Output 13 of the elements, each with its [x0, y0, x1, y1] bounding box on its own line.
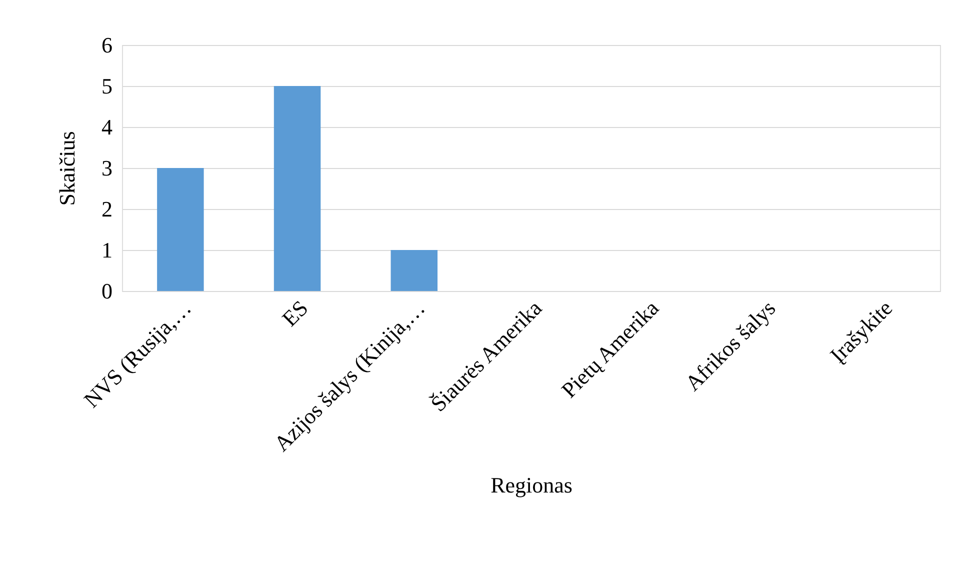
y-tick-label: 1 [102, 238, 112, 262]
bar [274, 86, 321, 291]
bar [157, 168, 204, 291]
y-tick-label: 4 [102, 114, 112, 140]
x-tick-label: ES [277, 295, 313, 332]
y-tick-label: 0 [102, 278, 112, 304]
y-tick-label: 6 [102, 32, 112, 58]
y-tick-label: 5 [102, 74, 112, 98]
bar [390, 250, 438, 291]
y-tick-label: 3 [102, 156, 112, 180]
y-axis-title: Skaičius [54, 131, 80, 206]
y-tick-label: 2 [102, 196, 112, 222]
x-axis-title: Regionas [490, 472, 572, 498]
